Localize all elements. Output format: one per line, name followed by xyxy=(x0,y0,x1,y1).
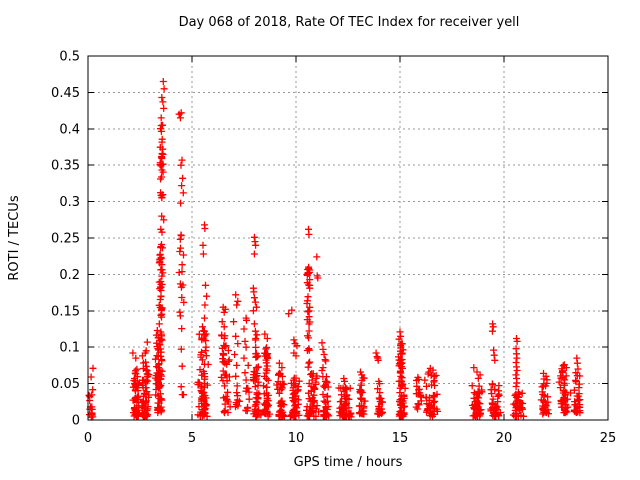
x-tick-label: 20 xyxy=(496,431,513,446)
y-tick-label: 0.2 xyxy=(59,268,80,283)
x-tick-label: 5 xyxy=(188,431,196,446)
x-tick-label: 25 xyxy=(600,431,617,446)
data-points xyxy=(85,78,584,421)
y-tick-label: 0.3 xyxy=(59,195,80,210)
plot-border xyxy=(87,55,609,421)
y-tick-label: 0.4 xyxy=(59,122,80,137)
y-tick-label: 0 xyxy=(72,414,80,429)
y-tick-label: 0.05 xyxy=(51,377,80,392)
y-axis-label: ROTI / TECUs xyxy=(7,195,22,280)
x-axis-label: GPS time / hours xyxy=(294,455,403,470)
grid-lines xyxy=(88,56,608,420)
tick-labels: 0 0.05 0.1 0.15 0.2 0.25 0.3 0.35 0.4 0.45 0.5 0 5 10… xyxy=(51,50,616,447)
y-tick-label: 0.45 xyxy=(51,86,80,101)
y-tick-label: 0.25 xyxy=(51,232,80,247)
x-tick-label: 0 xyxy=(84,431,92,446)
y-tick-label: 0.1 xyxy=(59,341,80,356)
y-tick-label: 0.35 xyxy=(51,159,80,174)
y-tick-label: 0.5 xyxy=(59,50,80,65)
chart-title: Day 068 of 2018, Rate Of TEC Index for r… xyxy=(179,15,520,30)
x-tick-label: 15 xyxy=(392,431,409,446)
x-tick-label: 10 xyxy=(288,431,305,446)
y-tick-label: 0.15 xyxy=(51,304,80,319)
